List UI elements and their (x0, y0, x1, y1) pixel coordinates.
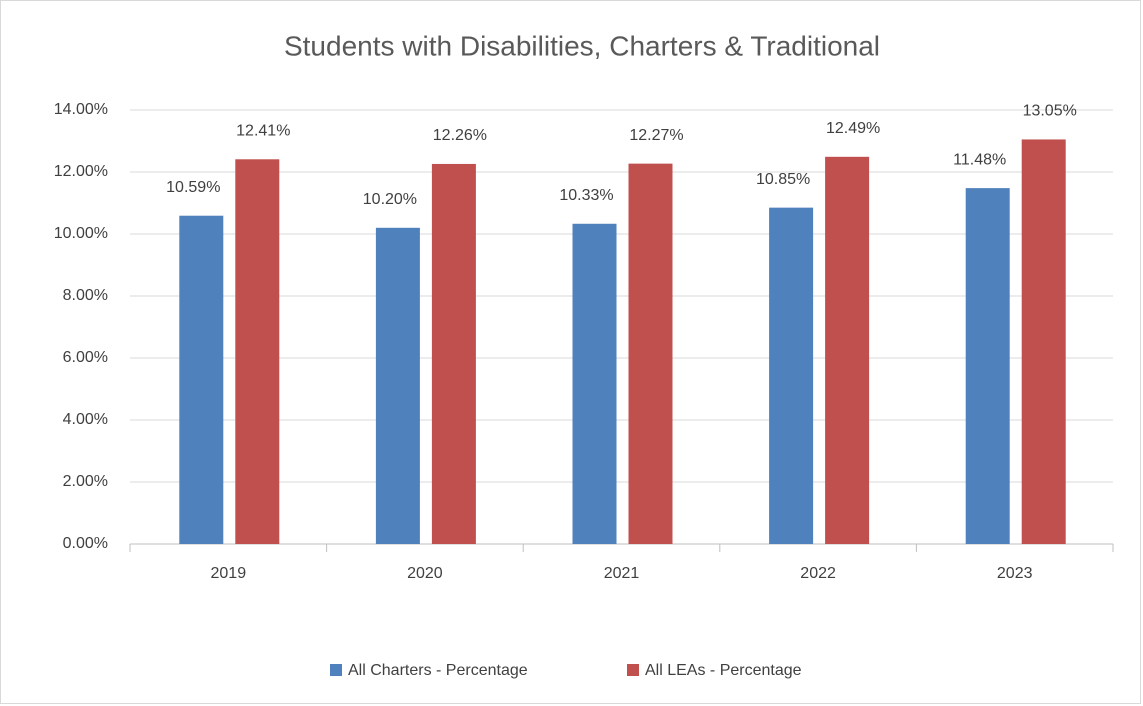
bar (769, 207, 814, 544)
x-tick-label: 2019 (211, 565, 247, 582)
bar (825, 156, 870, 544)
value-label: 10.59% (166, 179, 220, 196)
y-tick-label: 2.00% (63, 473, 108, 490)
bar (235, 159, 280, 545)
bar (179, 215, 224, 544)
bar (572, 223, 617, 544)
bar (375, 227, 420, 545)
y-tick-label: 6.00% (63, 349, 108, 366)
bar (431, 163, 476, 544)
legend-label: All Charters - Percentage (348, 662, 528, 679)
value-label: 11.48% (953, 151, 1006, 168)
y-tick-label: 0.00% (63, 535, 108, 552)
chart-title: Students with Disabilities, Charters & T… (284, 30, 880, 61)
bar (628, 163, 673, 544)
value-label: 10.20% (363, 191, 417, 208)
value-label: 10.33% (559, 187, 613, 204)
y-tick-label: 4.00% (63, 411, 108, 428)
x-tick-label: 2022 (800, 565, 836, 582)
value-label: 13.05% (1023, 103, 1077, 120)
value-label: 12.27% (629, 127, 683, 144)
x-tick-label: 2021 (604, 565, 640, 582)
bar (965, 188, 1010, 544)
y-tick-label: 12.00% (54, 163, 108, 180)
legend-swatch (627, 664, 639, 676)
x-tick-label: 2023 (997, 565, 1033, 582)
y-tick-label: 10.00% (54, 225, 108, 242)
legend-swatch (330, 664, 342, 676)
legend-label: All LEAs - Percentage (645, 662, 802, 679)
value-label: 12.49% (826, 120, 880, 137)
value-label: 12.41% (236, 123, 290, 140)
value-label: 10.85% (756, 171, 810, 188)
y-tick-label: 8.00% (63, 287, 108, 304)
x-tick-label: 2020 (407, 565, 443, 582)
value-label: 12.26% (433, 127, 487, 144)
y-tick-label: 14.00% (54, 101, 108, 118)
bar (1021, 139, 1066, 544)
